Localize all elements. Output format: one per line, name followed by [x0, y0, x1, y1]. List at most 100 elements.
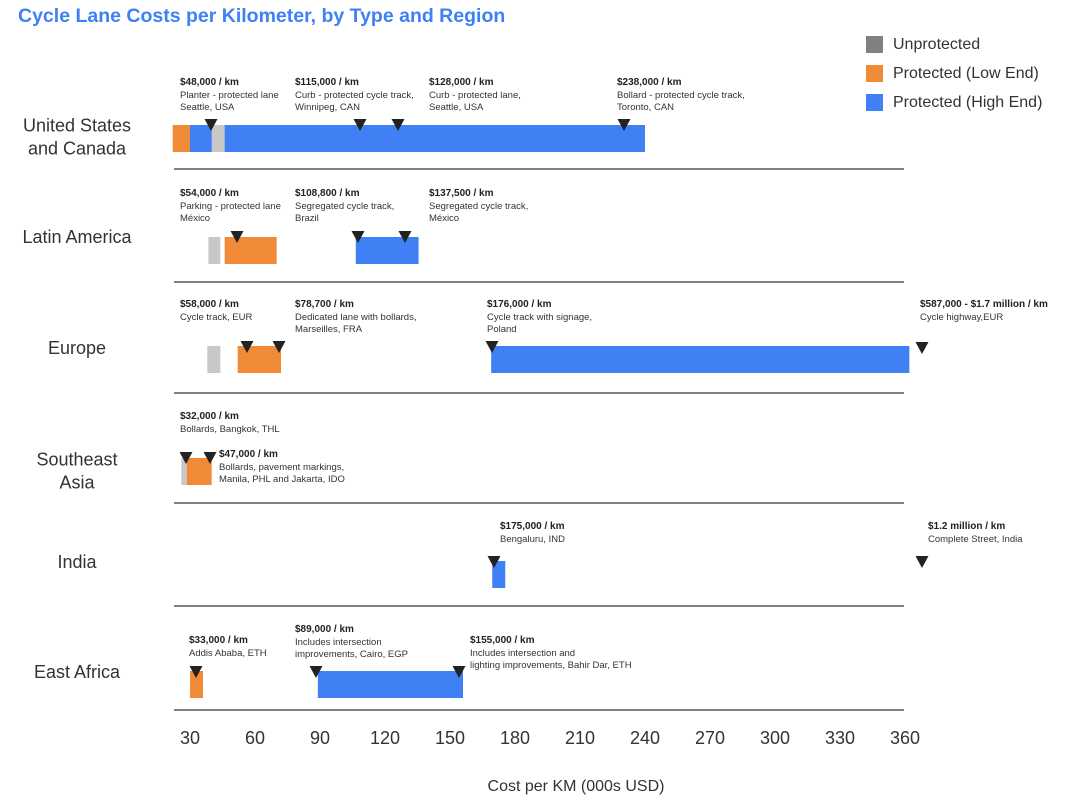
bar-india-protected-high-end [492, 561, 506, 588]
annotation-note: Marseilles, FRA [295, 324, 363, 335]
chart-title: Cycle Lane Costs per Kilometer, by Type … [18, 5, 506, 27]
annotation-note: Segregated cycle track, [295, 201, 394, 212]
marker-icon [204, 119, 218, 131]
marker-icon [179, 452, 193, 464]
marker-icon [353, 119, 367, 131]
annotation-note: Bollard - protected cycle track, [617, 90, 745, 101]
legend-label: Protected (Low End) [893, 65, 1039, 82]
bar-europe-unprotected [207, 346, 221, 373]
annotation-note: Winnipeg, CAN [295, 102, 360, 113]
region-europe: Europe $58,000 / km Cycle track, EUR $78,70… [48, 299, 1048, 373]
region-label-europe: Europe [48, 338, 106, 358]
annotation-united-states-and-canada-3: $128,000 / km Curb - protected lane,Seatt… [429, 77, 521, 113]
annotation-united-states-and-canada-2: $115,000 / km Curb - protected cycle trac… [295, 77, 414, 113]
annotation-southeast-asia-2: $47,000 / km Bollards, pavement markings,… [219, 449, 345, 485]
x-tick-label: 90 [310, 728, 330, 748]
bar-united-states-and-canada-unprotected [211, 125, 225, 152]
annotation-note: Bollards, pavement markings, [219, 462, 344, 473]
annotation-note: Manila, PHL and Jakarta, IDO [219, 474, 345, 485]
annotation-value: $587,000 - $1.7 million / km [920, 299, 1048, 310]
annotation-note: improvements, Cairo, EGP [295, 649, 408, 660]
annotation-note: México [180, 213, 210, 224]
x-tick-label: 300 [760, 728, 790, 748]
annotation-note: Poland [487, 324, 517, 335]
legend-swatch [866, 36, 883, 53]
marker-icon [452, 666, 466, 678]
legend-swatch [866, 65, 883, 82]
bar-europe-protected-low-end [237, 346, 281, 373]
annotation-note: Dedicated lane with bollards, [295, 312, 416, 323]
annotation-value: $32,000 / km [180, 411, 239, 422]
annotation-value: $1.2 million / km [928, 521, 1005, 532]
region-label-southeast-asia: Southeast Asia [36, 450, 117, 493]
annotation-latin-america-2: $108,800 / km Segregated cycle track,Braz… [295, 188, 394, 224]
annotation-note: México [429, 213, 459, 224]
x-tick-label: 120 [370, 728, 400, 748]
annotation-note: Includes intersection and [470, 648, 575, 659]
annotation-value: $128,000 / km [429, 77, 494, 88]
annotation-note: Addis Ababa, ETH [189, 648, 267, 659]
region-east-africa: East Africa $33,000 / km Addis Ababa, ETH $… [34, 624, 632, 698]
marker-icon [915, 556, 929, 568]
annotation-note: Parking - protected lane [180, 201, 281, 212]
bar-latin-america-unprotected [208, 237, 221, 264]
region-label-latin-america: Latin America [22, 227, 132, 247]
marker-icon [351, 231, 365, 243]
annotation-note: Seattle, USA [429, 102, 484, 113]
annotation-latin-america-3: $137,500 / km Segregated cycle track,Méxi… [429, 188, 528, 224]
marker-icon [391, 119, 405, 131]
annotation-united-states-and-canada-1: $48,000 / km Planter - protected laneSeat… [180, 77, 279, 113]
annotation-note: Includes intersection [295, 637, 382, 648]
region-label-united-states-and-canada: United States and Canada [23, 116, 131, 159]
annotation-note: Cycle highway,EUR [920, 312, 1003, 323]
annotation-value: $108,800 / km [295, 188, 360, 199]
region-united-states-and-canada: United States and Canada $48,000 / km Plant… [23, 77, 745, 159]
bar-east-africa-protected-low-end [190, 671, 203, 698]
annotation-india-2: $1.2 million / km Complete Street, India [928, 521, 1023, 545]
annotation-note: Segregated cycle track, [429, 201, 528, 212]
annotation-note: Brazil [295, 213, 319, 224]
bar-united-states-and-canada-protected-high-end [190, 125, 645, 152]
annotation-value: $47,000 / km [219, 449, 278, 460]
bar-europe-protected-high-end [491, 346, 910, 373]
marker-icon [230, 231, 244, 243]
annotation-value: $48,000 / km [180, 77, 239, 88]
annotation-east-africa-2: $89,000 / km Includes intersectionimprove… [295, 624, 408, 660]
x-tick-label: 210 [565, 728, 595, 748]
region-southeast-asia: Southeast Asia $32,000 / km Bollards, Bangk… [36, 411, 344, 493]
marker-icon [915, 342, 929, 354]
annotation-value: $78,700 / km [295, 299, 354, 310]
annotation-value: $155,000 / km [470, 635, 535, 646]
marker-icon [617, 119, 631, 131]
bar-east-africa-protected-high-end [317, 671, 463, 698]
annotation-note: Cycle track with signage, [487, 312, 592, 323]
x-tick-label: 180 [500, 728, 530, 748]
annotation-note: Bengaluru, IND [500, 534, 565, 545]
annotation-value: $115,000 / km [295, 77, 359, 88]
x-tick-label: 330 [825, 728, 855, 748]
x-tick-label: 150 [435, 728, 465, 748]
annotation-value: $176,000 / km [487, 299, 552, 310]
marker-icon [203, 452, 217, 464]
bar-united-states-and-canada-protected-low-end [172, 125, 190, 152]
annotation-note: Curb - protected cycle track, [295, 90, 414, 101]
x-tick-label: 60 [245, 728, 265, 748]
bar-latin-america-protected-high-end [355, 237, 419, 264]
legend-label: Protected (High End) [893, 94, 1043, 111]
annotation-europe-1: $58,000 / km Cycle track, EUR [180, 299, 252, 323]
region-label-india: India [57, 552, 97, 572]
bar-latin-america-protected-low-end [224, 237, 277, 264]
region-label-east-africa: East Africa [34, 662, 121, 682]
x-tick-label: 360 [890, 728, 920, 748]
bar-southeast-asia-unprotected [181, 458, 187, 485]
annotation-note: Planter - protected lane [180, 90, 279, 101]
annotation-note: Bollards, Bangkok, THL [180, 424, 280, 435]
annotation-value: $33,000 / km [189, 635, 248, 646]
annotation-note: Seattle, USA [180, 102, 235, 113]
annotation-europe-4: $587,000 - $1.7 million / km Cycle highwa… [920, 299, 1048, 323]
marker-icon [487, 556, 501, 568]
region-latin-america: Latin America $54,000 / km Parking - prote… [22, 188, 528, 264]
annotation-value: $238,000 / km [617, 77, 682, 88]
annotation-note: Curb - protected lane, [429, 90, 521, 101]
